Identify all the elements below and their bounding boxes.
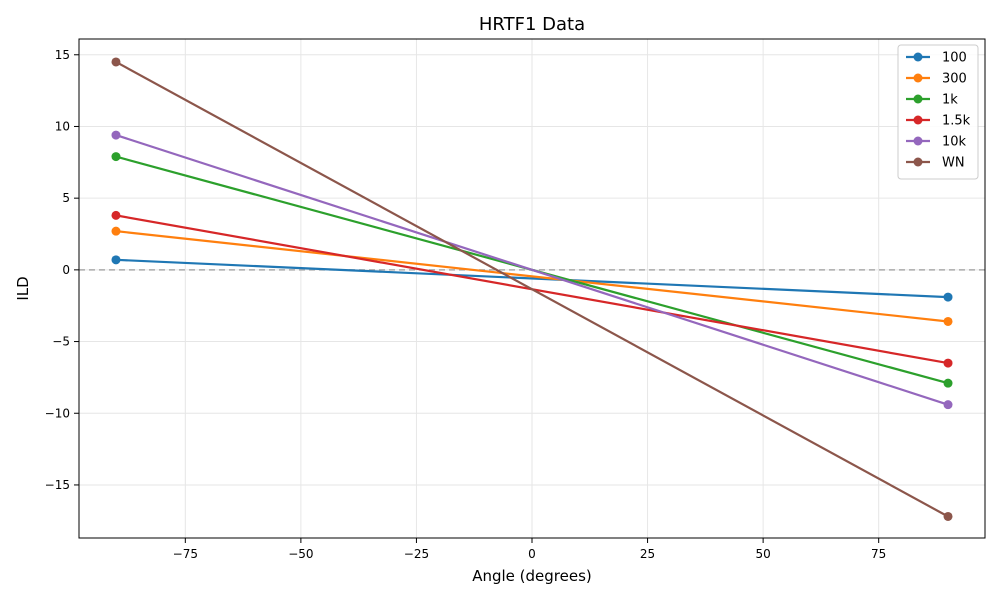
- legend-swatch-marker: [913, 94, 923, 104]
- legend-swatch-marker: [913, 52, 923, 62]
- data-point: [111, 152, 121, 162]
- x-tick-label: 25: [640, 547, 655, 561]
- series-300: [111, 226, 953, 326]
- data-point: [943, 358, 953, 368]
- legend-swatch-marker: [913, 157, 923, 167]
- legend-entry: 300: [906, 72, 967, 87]
- data-point: [111, 210, 121, 220]
- legend-label: 1.5k: [942, 114, 971, 129]
- legend-label: 10k: [942, 135, 967, 150]
- data-point: [943, 292, 953, 302]
- data-point: [111, 255, 121, 265]
- legend-entry: 1.5k: [906, 114, 971, 129]
- series-line: [115, 60, 949, 518]
- y-tick-label: 10: [55, 119, 70, 133]
- series-100: [111, 255, 953, 302]
- y-tick-label: 0: [62, 263, 70, 277]
- legend-label: WN: [942, 156, 965, 171]
- x-tick-label: 75: [871, 547, 886, 561]
- legend: 100 300 1k 1.5k 10k WN: [897, 44, 979, 180]
- y-tick-label: −5: [52, 335, 70, 349]
- data-point: [111, 130, 121, 140]
- x-tick-label: −75: [173, 547, 198, 561]
- x-tick-label: −50: [288, 547, 313, 561]
- legend-label: 100: [942, 51, 967, 66]
- x-tick-label: 50: [755, 547, 770, 561]
- series-layer: [111, 57, 953, 521]
- legend-swatch-marker: [913, 136, 923, 146]
- x-tick-label: 0: [528, 547, 536, 561]
- x-tick-label: −25: [404, 547, 429, 561]
- legend-entry: 1k: [906, 93, 958, 108]
- legend-entry: 100: [906, 51, 967, 66]
- y-axis-label: ILD: [14, 276, 32, 300]
- data-point: [943, 400, 953, 410]
- legend-label: 1k: [942, 93, 958, 108]
- legend-swatch-marker: [913, 73, 923, 83]
- data-point: [111, 226, 121, 236]
- legend-entry: 10k: [906, 135, 967, 150]
- data-point: [943, 378, 953, 388]
- series-10k: [111, 130, 953, 410]
- series-line: [115, 258, 949, 299]
- series-line: [115, 230, 949, 323]
- legend-entry: WN: [906, 156, 965, 171]
- y-tick-label: 5: [62, 191, 70, 205]
- legend-swatch-marker: [913, 115, 923, 125]
- data-point: [943, 511, 953, 521]
- series-WN: [111, 57, 953, 521]
- x-axis-label: Angle (degrees): [472, 567, 592, 585]
- y-tick-label: −10: [45, 406, 70, 420]
- chart-title: HRTF1 Data: [479, 14, 585, 35]
- legend-label: 300: [942, 72, 967, 87]
- data-point: [111, 57, 121, 67]
- data-point: [943, 316, 953, 326]
- y-tick-label: 15: [55, 48, 70, 62]
- series-line: [115, 134, 949, 406]
- y-tick-label: −15: [45, 478, 70, 492]
